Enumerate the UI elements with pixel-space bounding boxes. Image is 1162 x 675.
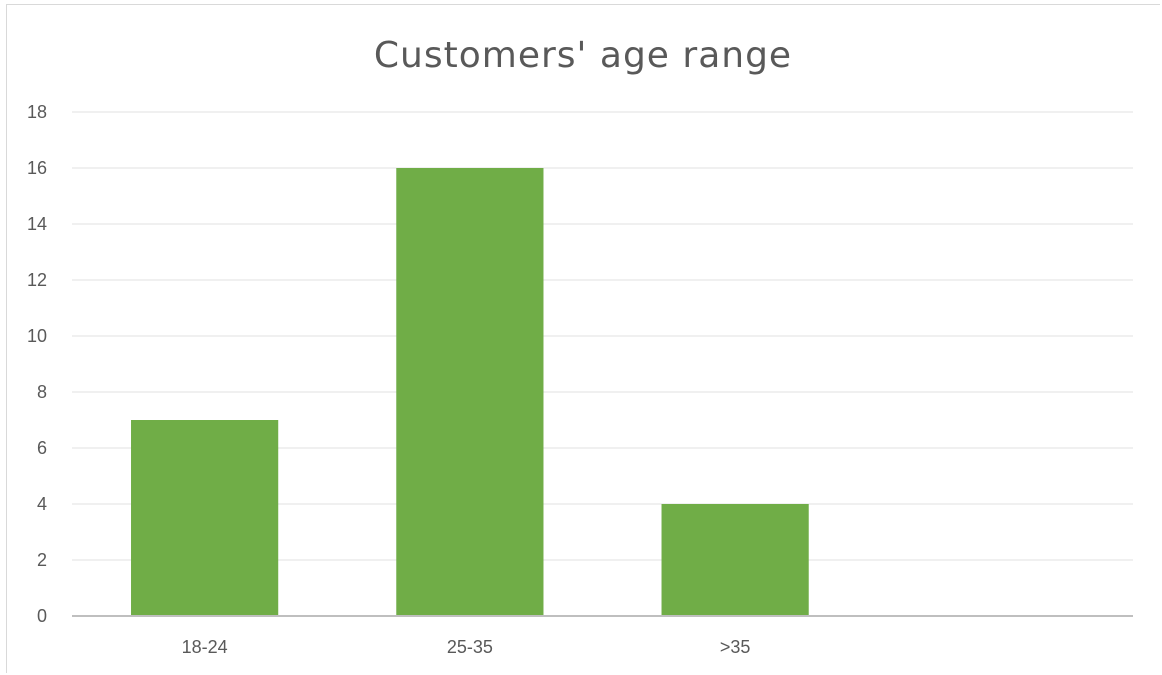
y-tick-label: 18 — [27, 102, 47, 122]
y-axis-ticks: 0 2 4 6 8 10 12 14 16 18 — [27, 102, 47, 626]
y-tick-label: 14 — [27, 214, 47, 234]
x-tick-label: >35 — [720, 637, 751, 657]
y-tick-label: 8 — [37, 382, 47, 402]
y-tick-label: 12 — [27, 270, 47, 290]
x-tick-label: 25-35 — [447, 637, 493, 657]
y-tick-label: 16 — [27, 158, 47, 178]
bar-35 — [661, 504, 809, 616]
y-tick-label: 6 — [37, 438, 47, 458]
y-tick-label: 2 — [37, 550, 47, 570]
y-tick-label: 4 — [37, 494, 47, 514]
x-tick-label: 18-24 — [182, 637, 228, 657]
chart-title: Customers' age range — [374, 35, 792, 76]
gridlines — [72, 111, 1133, 561]
bar-25-35 — [396, 168, 544, 616]
bars — [131, 168, 809, 616]
y-tick-label: 0 — [37, 606, 47, 626]
bar-18-24 — [131, 420, 279, 616]
x-axis-ticks: 18-24 25-35 >35 — [182, 637, 751, 657]
y-tick-label: 10 — [27, 326, 47, 346]
